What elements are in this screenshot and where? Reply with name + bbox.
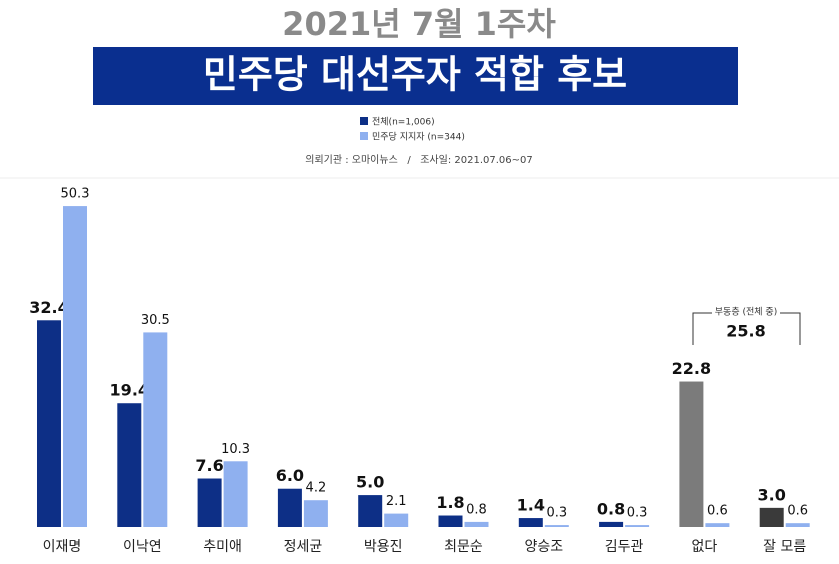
x-tick-label: 최문순 [444, 539, 483, 555]
chart-title: 민주당 대선주자 적합 후보 [203, 53, 627, 97]
x-tick-label: 추미애 [203, 539, 242, 555]
bar [63, 206, 87, 527]
legend-swatch [360, 117, 368, 125]
bar [759, 507, 784, 527]
value-label: 1.8 [436, 493, 464, 512]
title-banner [93, 47, 738, 105]
bar [384, 513, 409, 527]
value-label: 5.0 [356, 473, 384, 492]
value-label: 22.8 [672, 359, 711, 378]
x-tick-label: 이재명 [43, 539, 82, 555]
value-label: 30.5 [141, 313, 170, 328]
value-label: 32.4 [29, 298, 68, 317]
bar [37, 320, 61, 527]
value-label: 50.3 [61, 187, 90, 202]
value-label: 0.6 [787, 504, 808, 519]
bar [599, 521, 624, 527]
bar [464, 521, 489, 527]
bar [705, 523, 730, 527]
value-label: 4.2 [306, 481, 327, 496]
bar [143, 332, 168, 527]
bar [197, 478, 222, 527]
x-tick-label: 잘 모름 [763, 539, 806, 555]
bar [518, 518, 543, 527]
bar [358, 495, 383, 527]
bar [438, 515, 463, 527]
value-label: 0.3 [546, 506, 567, 521]
x-tick-label: 이낙연 [123, 539, 162, 555]
source-note: 의뢰기관 : 오마이뉴스 / 조사일: 2021.07.06~07 [305, 154, 532, 166]
value-label: 0.3 [627, 506, 648, 521]
bar [303, 500, 328, 527]
x-tick-label: 박용진 [364, 539, 403, 555]
bracket [780, 312, 801, 345]
value-label: 0.8 [466, 502, 487, 517]
bar [544, 525, 569, 527]
x-tick-label: 김두관 [605, 539, 644, 555]
bar [223, 461, 248, 527]
bar [277, 488, 302, 527]
bar [117, 403, 142, 527]
legend-swatch [360, 132, 368, 140]
chart-subtitle: 2021년 7월 1주차 [282, 5, 556, 43]
value-label: 10.3 [221, 442, 250, 457]
x-tick-label: 없다 [692, 539, 718, 555]
legend-label: 전체(n=1,006) [372, 117, 435, 128]
bar [625, 525, 650, 527]
bar [679, 381, 704, 527]
value-label: 1.4 [517, 496, 545, 515]
value-label: 19.4 [110, 381, 149, 400]
annotation-label: 부동층 (전체 중) [715, 307, 777, 318]
annotation-value: 25.8 [726, 322, 765, 341]
value-label: 2.1 [386, 494, 407, 509]
bracket [692, 312, 712, 345]
value-label: 6.0 [276, 466, 304, 485]
value-label: 7.6 [195, 456, 223, 475]
value-label: 3.0 [758, 485, 786, 504]
bar [785, 523, 810, 527]
value-label: 0.8 [597, 499, 625, 518]
x-tick-label: 정세균 [284, 539, 323, 555]
value-label: 0.6 [707, 504, 728, 519]
x-tick-label: 양승조 [524, 539, 563, 555]
legend-label: 민주당 지지자 (n=344) [372, 132, 465, 143]
